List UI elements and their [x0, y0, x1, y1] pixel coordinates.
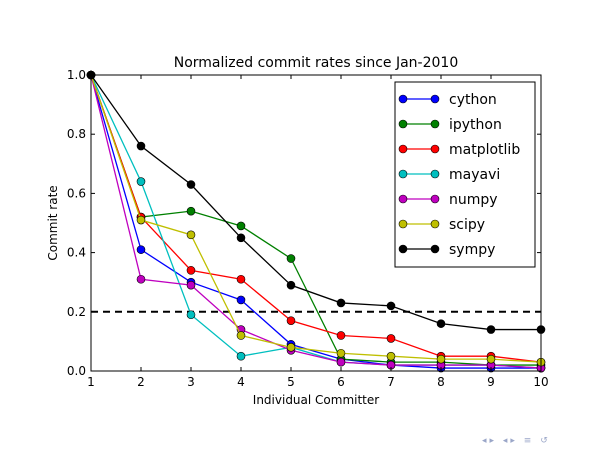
point-scipy-7: [386, 351, 396, 361]
point-numpy-2: [136, 274, 146, 284]
legend-marker: [398, 169, 408, 179]
point-scipy-3: [186, 230, 196, 240]
y-tick-label: 0.6: [67, 186, 86, 200]
series-line-scipy: [90, 74, 542, 363]
point-numpy-3: [186, 280, 196, 290]
x-tick-label: 9: [487, 375, 495, 389]
legend-marker: [430, 219, 440, 229]
point-mayavi-2: [136, 177, 146, 186]
point-numpy-6: [336, 357, 346, 367]
y-tick-label: 0.0: [67, 364, 86, 378]
point-matplotlib-4: [236, 274, 246, 284]
series-scipy: [86, 70, 546, 367]
y-tick-label: 0.2: [67, 305, 86, 319]
legend-marker: [398, 244, 408, 254]
point-matplotlib-5: [286, 316, 296, 325]
series-line-sympy: [90, 74, 541, 331]
series-line-ipython: [90, 74, 541, 366]
legend-label: ipython: [449, 117, 502, 133]
legend-entry-scipy: scipy: [398, 217, 485, 233]
point-scipy-6: [336, 348, 346, 358]
legend: cython ipython matplotlib mayavi numpy scipy s…: [394, 81, 536, 268]
y-axis: 0.0 0.2 0.4 0.6 0.8 1.0: [67, 68, 541, 378]
slide-navigation-icons[interactable]: ◂▸ ◂▸ ≡ ↺: [482, 436, 551, 446]
legend-marker: [398, 94, 408, 104]
x-tick-label: 4: [237, 375, 245, 389]
x-axis-label: Individual Committer: [253, 393, 379, 407]
legend-entry-matplotlib: matplotlib: [398, 142, 520, 158]
legend-marker: [430, 119, 440, 129]
x-tick-label: 2: [137, 375, 145, 389]
series-line-matplotlib: [90, 74, 542, 363]
legend-marker: [430, 194, 440, 204]
legend-label: sympy: [449, 242, 495, 258]
x-tick-label: 3: [187, 375, 195, 389]
point-cython-4: [236, 295, 246, 305]
legend-label: numpy: [449, 192, 498, 208]
legend-marker: [430, 94, 440, 104]
legend-entry-ipython: ipython: [398, 117, 502, 133]
legend-marker: [398, 194, 408, 204]
point-sympy-9: [486, 325, 496, 334]
legend-label: matplotlib: [449, 142, 520, 158]
legend-marker: [398, 219, 408, 229]
legend-marker: [398, 119, 408, 129]
y-axis-label: Commit rate: [46, 185, 60, 260]
x-tick-label: 1: [87, 375, 95, 389]
point-sympy-6: [336, 298, 346, 308]
point-sympy-2: [136, 141, 146, 151]
legend-entry-numpy: numpy: [398, 192, 498, 208]
point-sympy-4: [236, 233, 246, 243]
chart-title: Normalized commit rates since Jan-2010: [174, 55, 458, 71]
point-matplotlib-7: [386, 334, 396, 343]
point-sympy-8: [436, 319, 446, 328]
legend-marker: [430, 144, 440, 154]
x-tick-label: 6: [337, 375, 345, 389]
point-sympy-5: [286, 280, 296, 290]
y-tick-label: 1.0: [67, 68, 86, 82]
point-scipy-4: [236, 331, 246, 340]
point-matplotlib-6: [336, 331, 346, 340]
point-mayavi-3: [186, 310, 196, 320]
point-scipy-8: [436, 354, 446, 364]
x-tick-label: 8: [437, 375, 445, 389]
x-tick-label: 7: [387, 375, 395, 389]
legend-entry-cython: cython: [398, 92, 497, 108]
point-matplotlib-3: [186, 266, 196, 275]
point-ipython-5: [286, 254, 296, 263]
legend-marker: [430, 169, 440, 179]
legend-label: mayavi: [449, 167, 500, 183]
y-tick-label: 0.8: [67, 127, 86, 141]
point-sympy-3: [186, 180, 196, 189]
y-tick-label: 0.4: [67, 246, 86, 260]
legend-label: cython: [449, 92, 497, 108]
point-ipython-4: [236, 221, 246, 231]
x-tick-label: 10: [533, 375, 548, 389]
legend-entry-mayavi: mayavi: [398, 167, 500, 183]
point-mayavi-4: [236, 351, 246, 361]
legend-marker: [398, 144, 408, 154]
point-sympy-7: [386, 301, 396, 311]
point-ipython-3: [186, 206, 196, 216]
legend-marker: [430, 244, 440, 254]
series-line-numpy: [90, 74, 542, 369]
point-scipy-9: [486, 354, 496, 364]
x-tick-label: 5: [287, 375, 295, 389]
legend-entry-sympy: sympy: [398, 242, 495, 258]
plot-frame: [90, 74, 542, 372]
point-scipy-5: [286, 343, 296, 352]
point-cython-2: [136, 245, 146, 254]
point-scipy-2: [136, 215, 146, 225]
series-line-cython: [90, 74, 541, 369]
legend-label: scipy: [449, 217, 485, 233]
series-layer: [86, 70, 546, 373]
x-axis: 1 2 3 4 5 6 7 8 9 10: [87, 75, 549, 389]
